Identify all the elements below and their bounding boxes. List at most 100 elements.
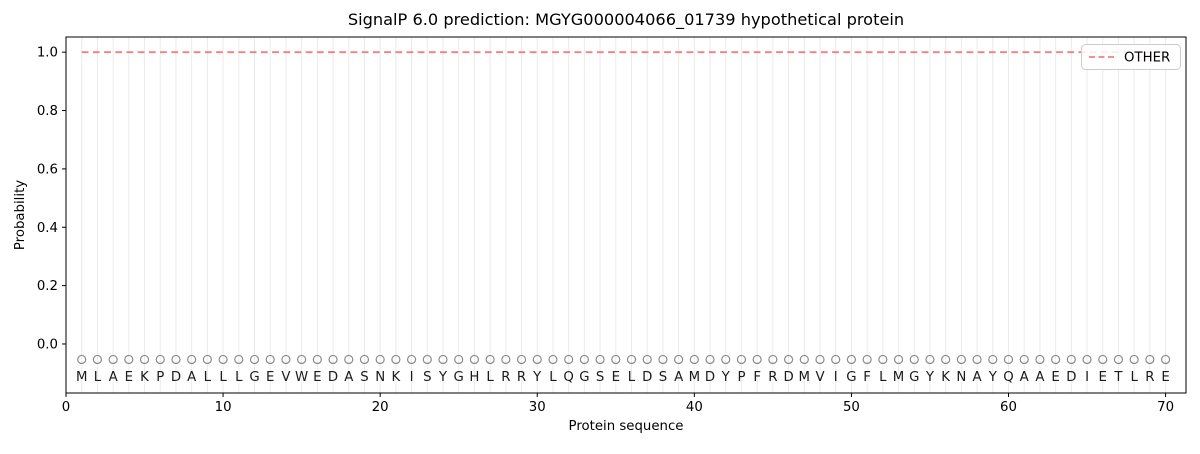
- residue-marker: [124, 354, 134, 365]
- y-tick-label: 0.2: [37, 279, 58, 294]
- residue-letter: D: [705, 370, 715, 385]
- plot-frame: [65, 36, 1187, 394]
- residue-marker: [108, 354, 118, 365]
- residue-letter: R: [1145, 370, 1154, 385]
- x-tick-label: 70: [1157, 400, 1174, 415]
- residue-letter: E: [1161, 370, 1169, 385]
- residue-letter: S: [423, 370, 431, 385]
- residue-letter: G: [454, 370, 464, 385]
- residue-letter: E: [612, 370, 620, 385]
- residue-letter: A: [187, 370, 196, 385]
- residue-marker: [1145, 354, 1155, 365]
- residue-marker: [893, 354, 904, 365]
- residue-letter: L: [879, 370, 887, 385]
- residue-marker: [878, 354, 888, 365]
- residue-marker: [328, 354, 338, 365]
- residue-marker: [485, 354, 495, 365]
- residue-letter: E: [1051, 370, 1059, 385]
- residue-marker: [312, 354, 322, 365]
- residue-letter: K: [140, 370, 149, 385]
- residue-letter: L: [486, 370, 494, 385]
- residue-letter: Q: [1003, 370, 1013, 385]
- residue-letter: Q: [563, 370, 573, 385]
- residue-marker: [956, 354, 966, 365]
- residue-letter: I: [410, 370, 414, 385]
- residue-marker: [469, 354, 480, 365]
- residue-letter: S: [360, 370, 368, 385]
- residue-marker: [92, 354, 103, 365]
- residue-letter: E: [125, 370, 133, 385]
- residue-letter: A: [344, 370, 353, 385]
- residue-marker: [831, 354, 841, 365]
- chart-title: SignalP 6.0 prediction: MGYG000004066_01…: [348, 10, 904, 30]
- residue-marker: [972, 354, 982, 365]
- residue-letter: P: [156, 370, 164, 385]
- residue-letter: A: [674, 370, 683, 385]
- residue-letter: N: [375, 370, 385, 385]
- residue-letter: F: [753, 370, 761, 385]
- residue-marker: [234, 354, 244, 365]
- residue-marker: [705, 354, 715, 365]
- residue-letter: L: [628, 370, 636, 385]
- residue-marker: [391, 354, 401, 365]
- residue-marker: [438, 354, 448, 365]
- residue-marker: [862, 354, 872, 365]
- residue-letter: G: [579, 370, 589, 385]
- residue-letter: F: [863, 370, 871, 385]
- residue-marker: [846, 354, 857, 365]
- residue-marker: [344, 354, 354, 365]
- residue-marker: [501, 354, 511, 365]
- y-tick-label: 1.0: [37, 46, 58, 61]
- residue-letter: D: [1066, 370, 1076, 385]
- residue-marker: [799, 354, 809, 365]
- residue-letter: A: [109, 370, 118, 385]
- residue-marker: [532, 354, 542, 365]
- residue-marker: [202, 354, 212, 365]
- gridlines: [81, 37, 1167, 393]
- residue-letter: S: [596, 370, 604, 385]
- residue-letter: I: [1085, 370, 1089, 385]
- residue-marker: [516, 354, 527, 365]
- residue-marker: [1129, 354, 1139, 365]
- residue-marker: [1035, 354, 1045, 365]
- x-tick-label: 20: [372, 400, 389, 415]
- residue-marker: [579, 354, 589, 365]
- residue-letter: Y: [438, 370, 448, 385]
- residue-marker: [768, 354, 778, 365]
- residue-letter: E: [313, 370, 321, 385]
- residue-letter: V: [281, 370, 290, 385]
- residue-letter: S: [659, 370, 667, 385]
- residue-letter: A: [1020, 370, 1029, 385]
- residue-marker: [626, 354, 637, 365]
- residue-letter: D: [642, 370, 652, 385]
- residue-letter: A: [973, 370, 982, 385]
- residue-letter: L: [219, 370, 227, 385]
- x-axis-label: Protein sequence: [569, 419, 684, 434]
- residue-letter: M: [893, 370, 904, 385]
- residue-letter: D: [783, 370, 793, 385]
- legend-box: [1081, 44, 1181, 70]
- residue-letter: L: [235, 370, 243, 385]
- residue-marker: [1019, 354, 1029, 365]
- residue-marker: [611, 354, 621, 365]
- y-tick-label: 0.0: [37, 337, 58, 352]
- y-tick-label: 0.6: [37, 162, 58, 177]
- residue-marker: [139, 354, 150, 365]
- x-tick-label: 60: [1000, 400, 1017, 415]
- residue-marker: [736, 354, 747, 365]
- residue-letter: G: [249, 370, 259, 385]
- residue-letter: L: [94, 370, 102, 385]
- residue-letter: Y: [532, 370, 542, 385]
- residue-marker: [909, 354, 919, 365]
- residue-letter: H: [469, 370, 479, 385]
- residue-letter: D: [328, 370, 338, 385]
- residue-marker: [406, 354, 417, 365]
- residue-marker: [595, 354, 605, 365]
- residue-letter: V: [815, 370, 824, 385]
- residue-letter: R: [768, 370, 777, 385]
- residue-letter: Y: [925, 370, 935, 385]
- residue-marker: [454, 354, 464, 365]
- residue-letter: G: [846, 370, 856, 385]
